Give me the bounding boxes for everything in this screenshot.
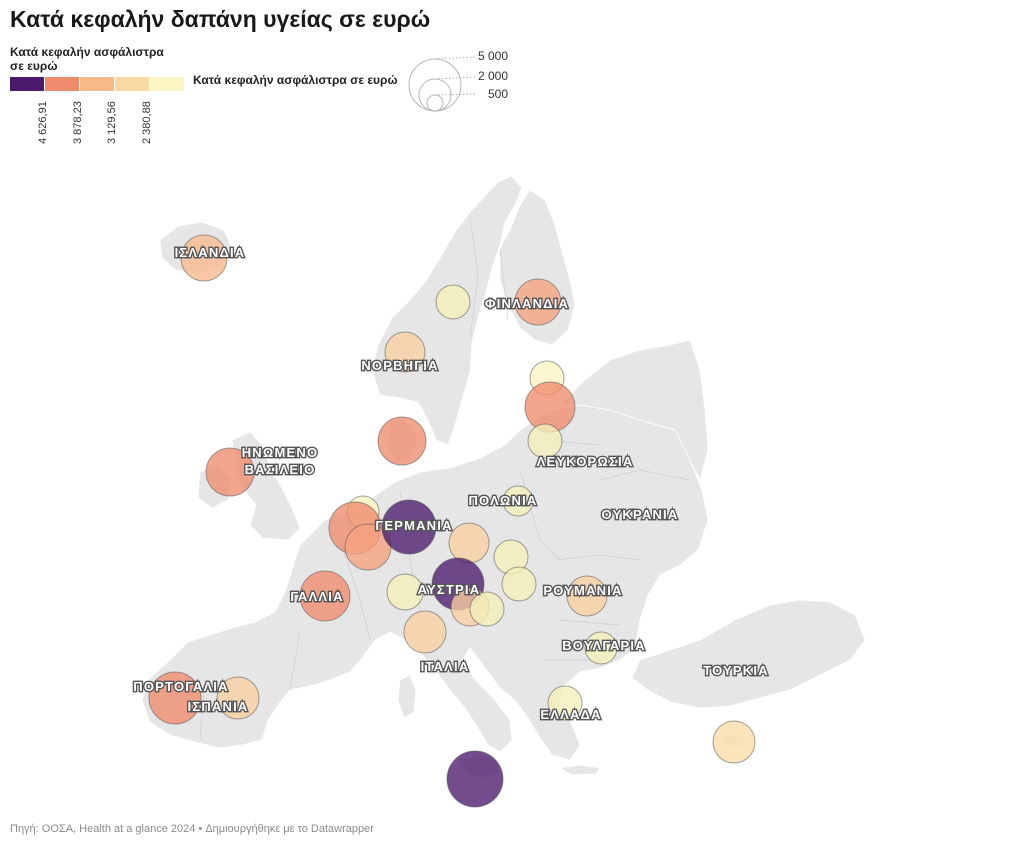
bubble-italy — [403, 610, 447, 654]
bubble-spain — [216, 676, 260, 720]
label-poland: ΠΟΛΩΝΙΑ — [468, 493, 537, 508]
label-bulgaria: ΒΟΥΛΓΑΡΙΑ — [562, 638, 646, 653]
bubbles — [148, 234, 756, 808]
land-east — [559, 339, 709, 482]
bubble-iceland — [180, 234, 228, 282]
bubble-switzerland — [386, 573, 424, 611]
size-legend-label: 2 000 — [478, 69, 509, 83]
border-line — [559, 619, 621, 626]
land-sardinia — [397, 674, 417, 719]
color-legend-swatch-1 — [10, 77, 44, 91]
bubble-denmark — [377, 416, 427, 466]
country-labels: ΙΣΛΑΝΔΙΑ ΦΙΝΛΑΝΔΙΑ ΝΟΡΒΗΓΙΑ ΗΝΩΜΕΝΟ ΒΑΣΙ… — [132, 244, 769, 724]
bubble-hungary — [501, 566, 537, 602]
border-line — [499, 249, 509, 321]
bubble-sweden — [435, 284, 471, 320]
bubble-poland — [502, 485, 534, 517]
label-germany: ΓΕΡΜΑΝΙΑ — [375, 518, 452, 533]
label-uk-line1: ΗΝΩΜΕΝΟ — [242, 445, 319, 460]
color-legend-bar — [10, 77, 185, 91]
label-norway: ΝΟΡΒΗΓΙΑ — [361, 358, 438, 373]
bubble-greece — [547, 685, 583, 721]
bubble-romania — [566, 575, 608, 617]
size-legend-title: Κατά κεφαλήν ασφάλιστρα σε ευρώ — [193, 73, 398, 87]
land-turkey — [631, 599, 866, 709]
label-italy: ΙΤΑΛΙΑ — [421, 659, 470, 674]
label-austria: ΑΥΣΤΡΙΑ — [418, 582, 481, 597]
label-greece: ΕΛΛΑΔΑ — [540, 707, 601, 722]
label-ukraine: ΟΥΚΡΑΝΙΑ — [602, 507, 679, 522]
bubble-norway — [384, 331, 426, 373]
color-legend-swatch-4 — [115, 77, 149, 91]
bubble-czechia — [448, 522, 490, 564]
label-portugal: ΠΟΡΤΟΓΑΛΙΑ — [133, 679, 228, 694]
label-uk-line2: ΒΑΣΙΛΕΙΟ — [245, 462, 316, 477]
bubble-portugal — [148, 671, 202, 725]
border-line — [289, 629, 301, 691]
label-iceland: ΙΣΛΑΝΔΙΑ — [175, 245, 246, 260]
color-legend-swatch-3 — [80, 77, 114, 91]
size-legend-label: 5 000 — [478, 49, 509, 63]
label-spain: ΙΣΠΑΝΙΑ — [188, 699, 249, 714]
label-france: ΓΑΛΛΙΑ — [290, 589, 343, 604]
color-legend-swatch-2 — [45, 77, 79, 91]
bubble-finland — [514, 278, 562, 326]
color-legend-title: Κατά κεφαλήν ασφάλιστρα σε ευρώ — [10, 45, 164, 73]
bubble-lithuania — [527, 423, 563, 459]
color-legend-swatch-5 — [150, 77, 184, 91]
border-line — [469, 214, 479, 341]
label-turkey: ΤΟΥΡΚΙΑ — [703, 663, 769, 678]
source-footer: Πηγή: ΟΟΣΑ, Health at a glance 2024 • Δη… — [10, 823, 374, 835]
border-line — [599, 469, 691, 481]
label-belarus: ΛΕΥΚΟΡΩΣΙΑ — [537, 454, 634, 469]
bubble-uk — [205, 447, 255, 497]
bubble-croatia — [469, 591, 505, 627]
border-line — [554, 554, 641, 561]
border-line — [339, 539, 371, 641]
size-legend-label: 500 — [488, 87, 509, 101]
bubble-germany — [381, 499, 437, 555]
size-legend-circles — [408, 56, 476, 112]
bubble-cyprus — [712, 720, 756, 764]
label-romania: ΡΟΥΜΑΝΙΑ — [543, 583, 622, 598]
bubble-malta — [446, 750, 504, 808]
bubble-france — [299, 570, 351, 622]
chart-title: Κατά κεφαλήν δαπάνη υγείας σε ευρώ — [10, 6, 431, 32]
label-finland: ΦΙΝΛΑΝΔΙΑ — [485, 296, 569, 311]
border-line — [199, 679, 206, 741]
bubble-bulgaria — [584, 631, 618, 665]
land-crete — [558, 764, 601, 776]
